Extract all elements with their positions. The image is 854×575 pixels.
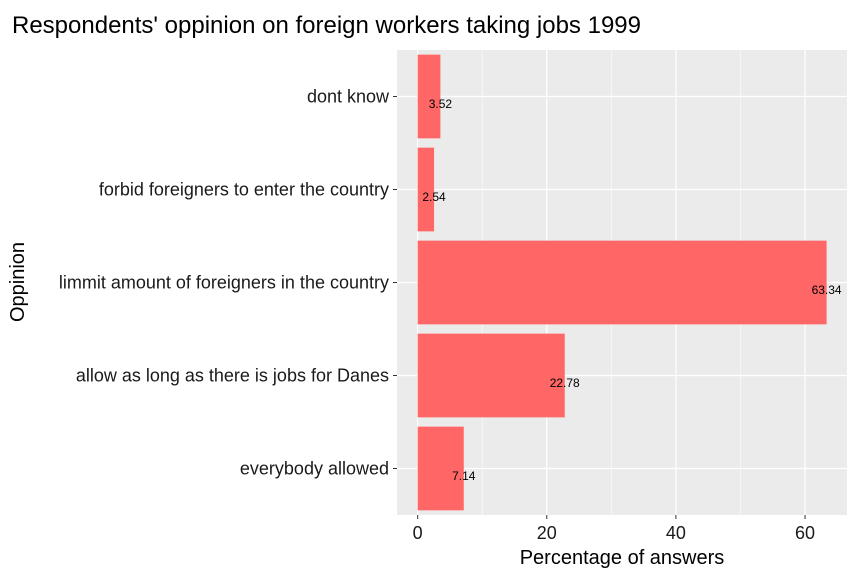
bar [417,147,435,232]
bar [417,54,441,139]
bars [417,54,827,511]
bar [417,426,464,511]
y-axis: dont know forbid foreigners to enter the … [59,87,397,479]
data-label: 3.52 [429,97,453,111]
x-axis-title: Percentage of answers [520,547,725,569]
category-label: forbid foreigners to enter the country [99,180,389,200]
x-tick-label: 60 [795,523,815,543]
category-label: everybody allowed [240,459,389,479]
data-labels: 3.52 2.54 63.34 22.78 7.14 [422,97,842,483]
y-axis-title: Oppinion [7,242,29,322]
category-label: allow as long as there is jobs for Danes [76,366,389,386]
data-label: 2.54 [422,190,446,204]
category-label: limmit amount of foreigners in the count… [59,273,389,293]
x-axis: 0 20 40 60 [413,515,815,543]
x-tick-label: 40 [666,523,686,543]
bar [417,240,827,325]
data-label: 63.34 [812,283,842,297]
x-tick-label: 0 [413,523,423,543]
bar [417,333,565,418]
chart-title: Respondents' oppinion on foreign workers… [12,12,641,39]
data-label: 22.78 [550,376,580,390]
category-label: dont know [307,87,390,107]
data-label: 7.14 [452,469,476,483]
x-tick-label: 20 [537,523,557,543]
